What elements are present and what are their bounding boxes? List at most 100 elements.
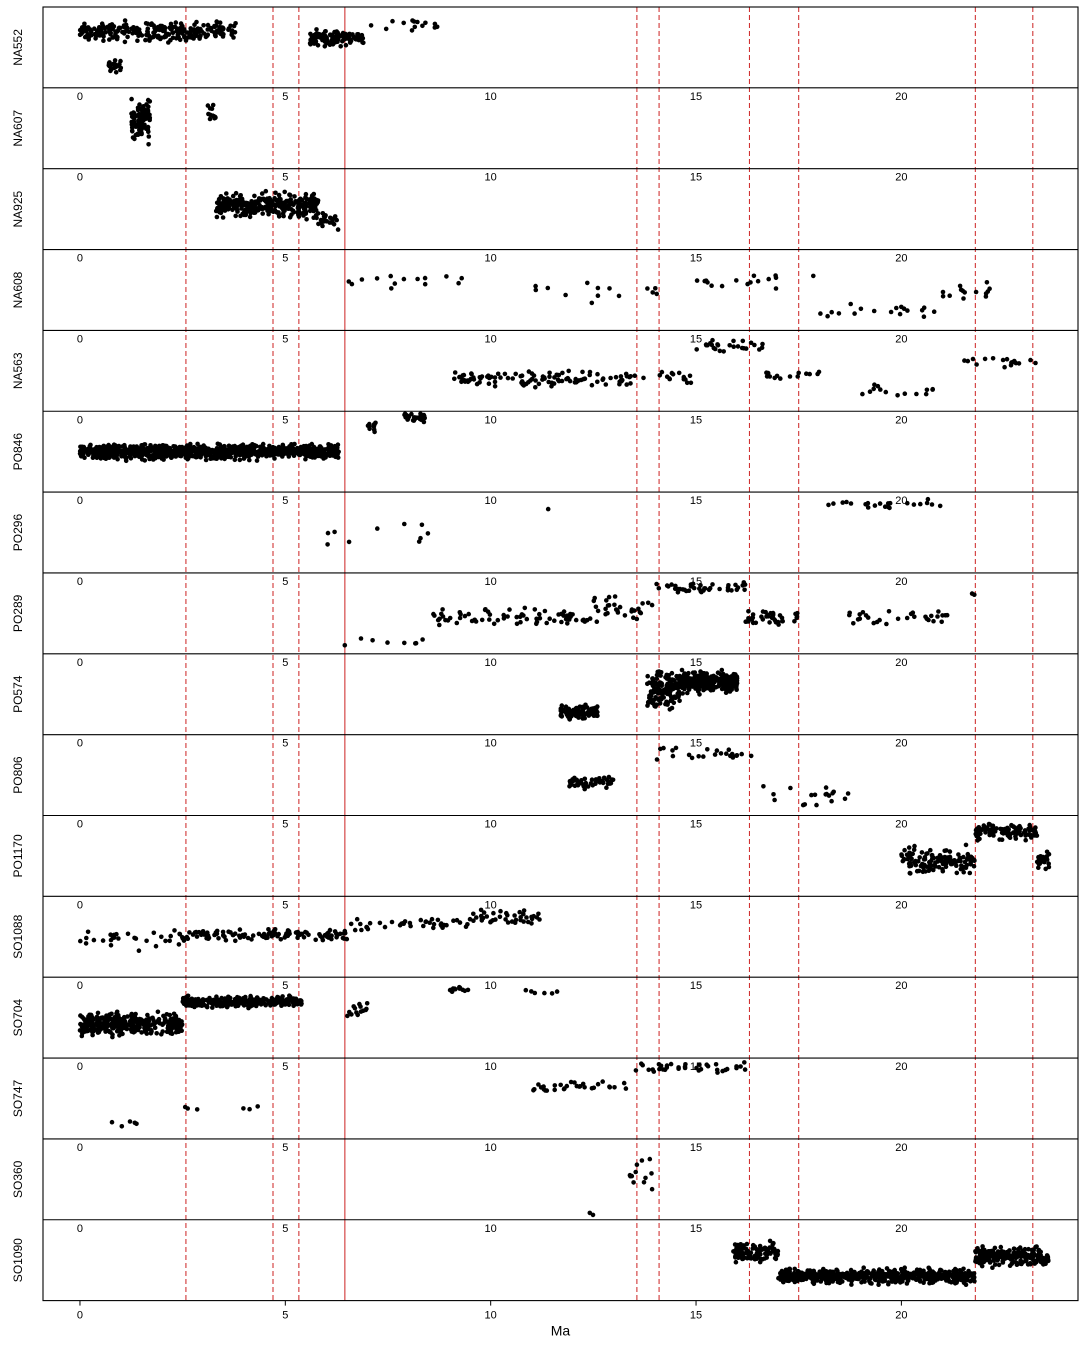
data-point — [1017, 361, 1022, 366]
data-point — [134, 936, 139, 941]
data-point — [612, 1085, 617, 1090]
data-point — [561, 709, 566, 714]
data-point — [228, 930, 233, 935]
data-point — [79, 453, 84, 458]
data-point — [848, 302, 853, 307]
data-point — [702, 676, 707, 681]
data-point — [125, 35, 130, 40]
data-point — [955, 871, 960, 876]
data-point — [149, 1031, 154, 1036]
data-point — [163, 939, 168, 944]
data-point — [126, 448, 131, 453]
data-point — [334, 454, 339, 459]
data-point — [147, 134, 152, 139]
data-point — [493, 375, 498, 380]
data-point — [642, 1180, 647, 1185]
data-point — [530, 371, 535, 376]
data-point — [604, 598, 609, 603]
data-point — [645, 703, 650, 708]
data-point — [604, 785, 609, 790]
data-point — [759, 614, 764, 619]
data-point — [693, 670, 698, 675]
data-point — [108, 1030, 113, 1035]
data-point — [918, 502, 923, 507]
data-point — [623, 613, 628, 618]
data-point — [466, 988, 471, 993]
data-point — [383, 925, 388, 930]
data-point — [365, 1001, 370, 1006]
data-point — [1002, 365, 1007, 370]
data-point — [712, 679, 717, 684]
data-point — [983, 826, 988, 831]
data-point — [159, 448, 164, 453]
data-point — [472, 377, 477, 382]
data-point — [154, 944, 159, 949]
data-point — [690, 756, 695, 761]
data-point — [887, 506, 892, 511]
data-point — [570, 612, 575, 617]
data-point — [771, 792, 776, 797]
data-point — [265, 935, 270, 940]
data-point — [938, 853, 943, 858]
data-point — [593, 706, 598, 711]
panel-na563 — [43, 330, 1078, 411]
data-point — [270, 199, 275, 204]
data-point — [448, 616, 453, 621]
data-point — [941, 290, 946, 295]
data-point — [678, 677, 683, 682]
data-point — [192, 22, 197, 27]
data-point — [215, 20, 220, 25]
data-point — [151, 1018, 156, 1023]
data-point — [902, 848, 907, 853]
data-point — [938, 1275, 943, 1280]
data-point — [912, 844, 917, 849]
data-point — [366, 927, 371, 932]
data-point — [291, 996, 296, 1001]
data-point — [423, 276, 428, 281]
data-point — [927, 1272, 932, 1277]
data-point — [238, 458, 243, 463]
data-point — [179, 450, 184, 455]
data-point — [646, 1068, 651, 1073]
data-point — [418, 536, 423, 541]
data-point — [566, 707, 571, 712]
data-point — [713, 752, 718, 757]
data-point — [669, 582, 674, 587]
data-point — [880, 1269, 885, 1274]
data-point — [588, 370, 593, 375]
data-point — [268, 1003, 273, 1008]
data-point — [633, 1170, 638, 1175]
data-point — [573, 712, 578, 717]
data-point — [208, 117, 213, 122]
data-point — [941, 294, 946, 299]
data-point — [138, 31, 143, 36]
data-point — [670, 371, 675, 376]
data-point — [814, 803, 819, 808]
data-point — [926, 497, 931, 502]
data-point — [251, 933, 256, 938]
data-point — [293, 1002, 298, 1007]
data-point — [683, 1062, 688, 1067]
data-point — [299, 204, 304, 209]
data-point — [565, 1084, 570, 1089]
data-point — [1012, 1246, 1017, 1251]
data-point — [281, 214, 286, 219]
data-point — [565, 613, 570, 618]
data-point — [263, 448, 268, 453]
data-point — [480, 916, 485, 921]
data-point — [614, 375, 619, 380]
data-point — [292, 194, 297, 199]
data-point — [187, 447, 192, 452]
data-point — [302, 935, 307, 940]
data-point — [457, 375, 462, 380]
data-point — [281, 203, 286, 208]
data-point — [488, 612, 493, 617]
data-point — [221, 215, 226, 220]
data-point — [1031, 828, 1036, 833]
data-point — [948, 849, 953, 854]
data-point — [349, 1012, 354, 1017]
data-point — [286, 205, 291, 210]
data-point — [650, 290, 655, 295]
data-point — [582, 716, 587, 721]
data-point — [964, 843, 969, 848]
